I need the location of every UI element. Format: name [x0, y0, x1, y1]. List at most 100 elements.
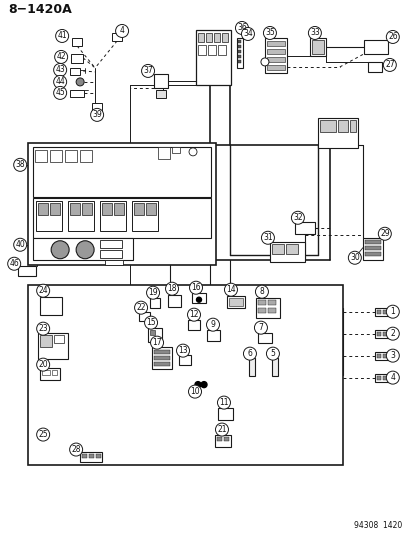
Text: 43: 43 [55, 66, 65, 75]
Bar [40, 297, 62, 314]
Text: 37: 37 [143, 67, 152, 76]
Bar [214, 434, 230, 447]
Text: 42: 42 [56, 52, 66, 61]
Circle shape [115, 25, 128, 37]
Bar [374, 308, 388, 316]
Text: 19: 19 [148, 288, 157, 297]
Bar [96, 454, 101, 457]
Circle shape [255, 285, 268, 298]
Text: 28: 28 [71, 445, 81, 454]
Text: 29: 29 [379, 229, 389, 238]
Bar [374, 330, 388, 338]
Circle shape [241, 28, 254, 41]
Circle shape [382, 59, 395, 71]
Bar [319, 120, 335, 132]
Bar [100, 240, 122, 248]
Bar [70, 90, 84, 97]
Bar [382, 310, 386, 314]
Bar [238, 50, 241, 53]
Bar [82, 203, 92, 215]
Circle shape [134, 301, 147, 314]
Text: 30: 30 [349, 253, 359, 262]
Bar [238, 40, 241, 44]
Text: 94308  1420: 94308 1420 [353, 521, 401, 530]
Text: 33: 33 [309, 28, 319, 37]
Bar [206, 33, 211, 42]
Bar [38, 203, 48, 215]
Bar [178, 354, 190, 365]
Bar [367, 62, 381, 72]
Circle shape [76, 78, 84, 86]
Circle shape [54, 63, 66, 76]
Bar [89, 454, 94, 457]
Bar [40, 335, 52, 346]
Bar [28, 285, 342, 465]
Circle shape [150, 336, 163, 349]
Bar [376, 376, 380, 379]
Bar [264, 38, 286, 73]
Bar [238, 60, 241, 63]
Bar [80, 451, 102, 462]
Circle shape [254, 321, 267, 334]
Bar [218, 45, 225, 55]
Bar [311, 40, 323, 54]
Circle shape [14, 238, 26, 251]
Bar [376, 354, 380, 358]
Bar [100, 250, 122, 258]
Text: 18: 18 [167, 284, 176, 293]
Bar [266, 57, 284, 62]
Bar [317, 118, 357, 148]
Bar [207, 45, 216, 55]
Circle shape [215, 423, 228, 436]
Bar [33, 198, 211, 238]
Bar [82, 454, 87, 457]
Bar [271, 358, 277, 376]
Text: 24: 24 [38, 286, 48, 295]
Circle shape [188, 385, 201, 398]
Circle shape [189, 281, 202, 294]
Bar [80, 150, 92, 162]
Circle shape [141, 64, 154, 77]
Circle shape [55, 29, 69, 43]
Circle shape [51, 241, 69, 259]
Bar [152, 346, 172, 369]
Bar [70, 203, 80, 215]
Bar [228, 298, 242, 306]
Text: 35: 35 [264, 28, 274, 37]
Bar [146, 203, 156, 215]
Bar [139, 312, 150, 321]
Text: 32: 32 [292, 213, 302, 222]
Bar [42, 369, 50, 375]
Text: 25: 25 [38, 430, 48, 439]
Circle shape [385, 349, 399, 362]
Bar [33, 147, 211, 197]
Text: 5: 5 [270, 349, 275, 358]
Bar [70, 68, 80, 75]
Bar [172, 147, 180, 153]
Bar [36, 201, 62, 231]
Bar [188, 320, 199, 330]
Circle shape [385, 371, 399, 384]
Circle shape [8, 257, 21, 270]
Bar [382, 354, 386, 358]
Bar [38, 333, 68, 359]
Text: 23: 23 [38, 324, 48, 333]
Text: 13: 13 [178, 346, 188, 355]
Bar [52, 369, 57, 375]
Text: 16: 16 [191, 283, 200, 292]
Text: 6: 6 [247, 349, 252, 358]
Bar [33, 238, 133, 260]
Circle shape [146, 286, 159, 299]
Circle shape [165, 282, 178, 295]
Circle shape [144, 316, 157, 329]
Text: 7: 7 [258, 323, 263, 332]
Circle shape [217, 396, 230, 409]
Text: 38: 38 [15, 160, 25, 169]
Bar [349, 120, 355, 132]
Bar [218, 408, 233, 419]
Bar [197, 45, 206, 55]
Text: 46: 46 [9, 259, 19, 268]
Bar [154, 74, 168, 88]
Circle shape [90, 108, 103, 122]
Circle shape [37, 358, 50, 371]
